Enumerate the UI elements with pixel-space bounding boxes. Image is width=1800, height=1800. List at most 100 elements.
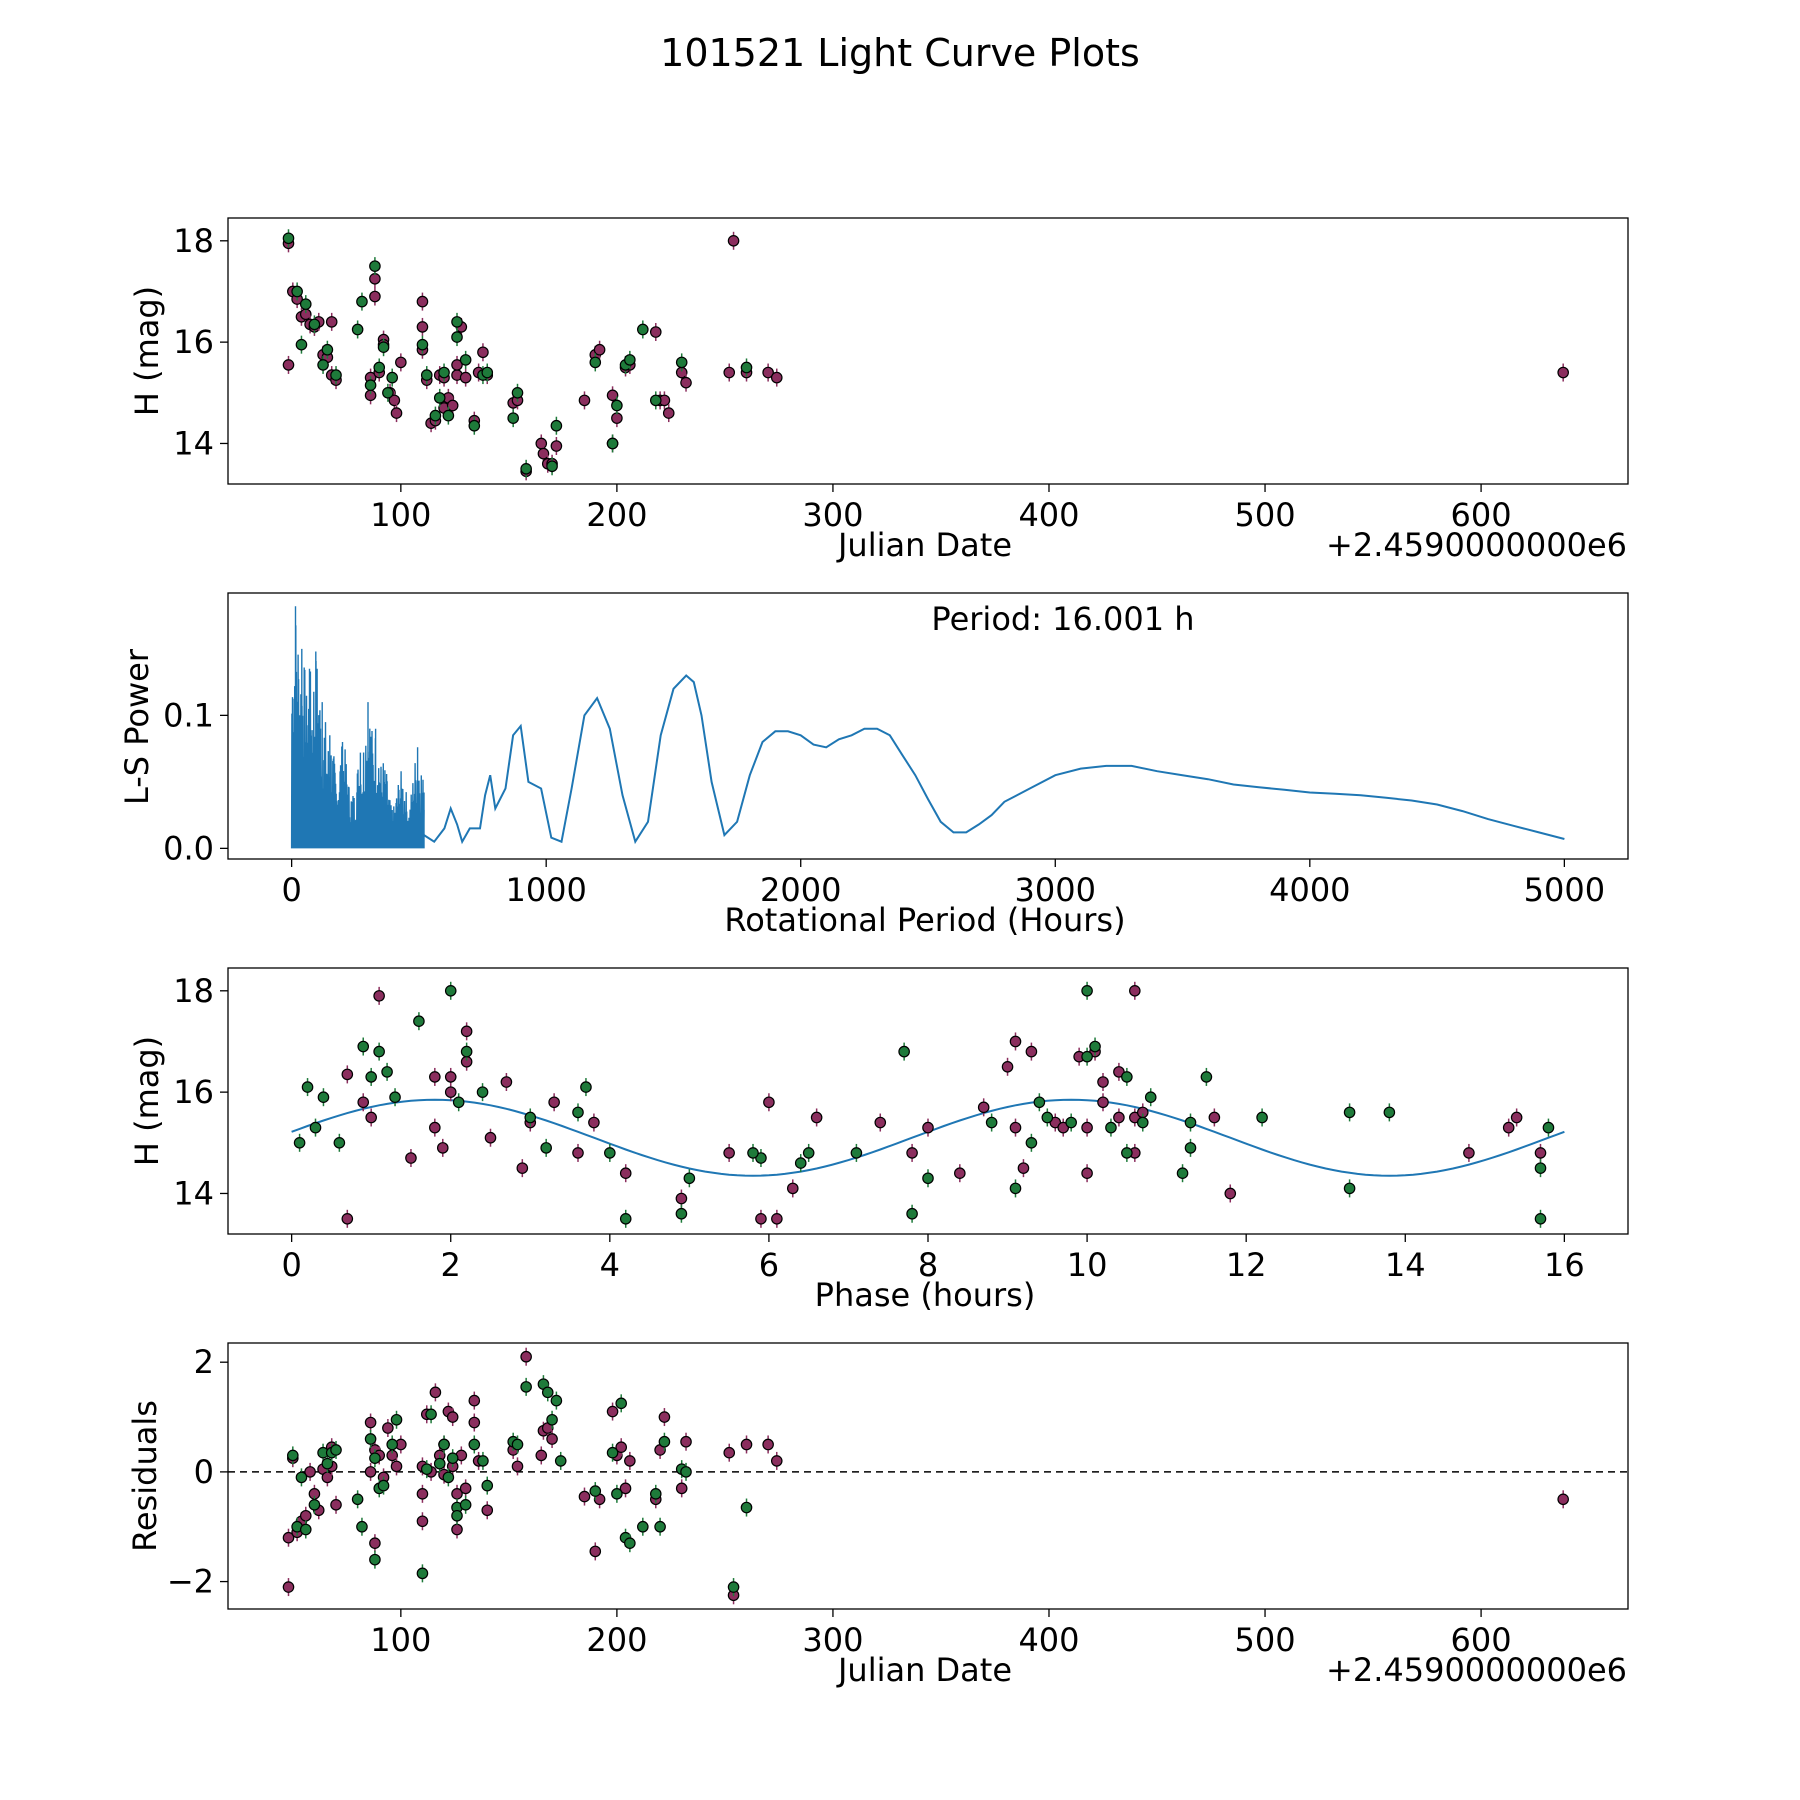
data-point-filter-a: [675, 1192, 688, 1205]
data-point-filter-a: [1557, 1493, 1569, 1506]
data-point-filter-b: [1121, 1071, 1133, 1083]
data-point-filter-a: [615, 1441, 628, 1454]
data-point-filter-b: [389, 1091, 401, 1103]
data-point-filter-a: [1557, 366, 1569, 379]
x-tick-label-h-vs-jd: 300: [802, 496, 863, 534]
data-point-filter-a: [606, 389, 619, 402]
data-point-filter-b: [416, 338, 429, 351]
data-point-filter-a: [416, 321, 429, 333]
data-point-filter-a: [680, 376, 692, 389]
data-point-filter-a: [954, 1167, 966, 1179]
data-point-filter-a: [578, 1490, 591, 1503]
data-point-filter-a: [680, 1435, 692, 1448]
data-point-filter-b: [459, 354, 472, 366]
data-point-filter-b: [1089, 1040, 1101, 1053]
data-point-filter-b: [330, 369, 342, 381]
y-tick-label-periodogram: 0.1: [163, 696, 214, 734]
data-point-filter-b: [794, 1157, 807, 1169]
data-point-filter-b: [308, 1498, 321, 1511]
data-point-filter-a: [369, 272, 381, 285]
data-point-filter-a: [550, 440, 563, 452]
data-point-filter-a: [382, 1422, 394, 1434]
x-tick-label-phase-fold: 6: [759, 1246, 779, 1284]
data-point-filter-a: [364, 1466, 377, 1478]
data-point-filter-b: [624, 354, 636, 366]
data-point-filter-b: [1176, 1167, 1189, 1179]
xlabel-residuals: Julian Date: [836, 1651, 1012, 1689]
plot-frame-phase-fold: [227, 967, 1629, 1235]
data-point-filter-b: [351, 323, 364, 336]
data-point-filter-b: [1184, 1142, 1197, 1154]
data-point-filter-b: [317, 359, 329, 371]
data-point-filter-a: [1081, 1167, 1093, 1179]
data-point-filter-a: [429, 1386, 442, 1399]
data-point-filter-a: [395, 356, 407, 369]
data-point-filter-a: [460, 1025, 473, 1038]
y-tick-label-residuals: −2: [167, 1563, 214, 1601]
data-point-filter-a: [723, 1446, 736, 1459]
x-tick-label-periodogram: 0: [281, 871, 301, 909]
y-tick-label-phase-fold: 18: [173, 972, 214, 1010]
data-point-filter-b: [446, 1452, 459, 1464]
x-tick-label-periodogram: 5000: [1524, 871, 1605, 909]
data-point-filter-a: [578, 394, 591, 407]
data-point-filter-b: [1256, 1111, 1268, 1124]
data-point-filter-a: [675, 1482, 688, 1495]
data-point-filter-a: [429, 1121, 441, 1134]
y-tick-label-h-vs-jd: 16: [173, 323, 214, 361]
data-point-filter-b: [850, 1147, 863, 1159]
x-tick-label-h-vs-jd: 600: [1451, 496, 1512, 534]
xlabel-h-vs-jd: Julian Date: [836, 526, 1012, 564]
data-point-filter-b: [413, 1015, 425, 1027]
data-point-filter-b: [382, 386, 394, 399]
x-tick-label-residuals: 400: [1018, 1621, 1079, 1659]
data-point-filter-a: [727, 235, 740, 247]
data-point-filter-b: [1343, 1182, 1356, 1195]
x-tick-label-residuals: 500: [1234, 1621, 1295, 1659]
panel-residuals: Julian Date +2.4590000000e6 Residuals 10…: [126, 1342, 1629, 1689]
data-point-filter-a: [357, 1096, 370, 1109]
data-point-filter-a: [1502, 1121, 1515, 1134]
data-point-filter-a: [786, 1182, 799, 1195]
data-point-filter-a: [388, 394, 401, 407]
data-point-filter-b: [377, 341, 390, 353]
data-point-filter-b: [308, 318, 321, 331]
data-point-filter-a: [446, 1411, 459, 1423]
data-point-filter-b: [604, 1147, 616, 1159]
data-point-filter-b: [540, 1142, 552, 1154]
panel-phase-fold: Phase (hours) H (mag) 0 2 4 6 8 10 12 14 16 14 16 1…: [128, 967, 1629, 1314]
data-point-filter-a: [468, 1394, 481, 1407]
y-tick-label-phase-fold: 14: [173, 1174, 214, 1212]
data-point-filter-a: [1081, 1121, 1093, 1134]
data-point-filter-a: [436, 1142, 449, 1154]
data-point-filter-a: [535, 1449, 548, 1462]
data-point-filter-b: [649, 1488, 662, 1500]
x-tick-label-h-vs-jd: 200: [586, 496, 647, 534]
data-point-filter-a: [516, 1162, 529, 1174]
data-point-filter-b: [802, 1147, 815, 1159]
data-point-filter-a: [444, 1086, 457, 1098]
data-point-filter-b: [390, 1413, 403, 1426]
y-tick-label-phase-fold: 16: [173, 1073, 214, 1111]
data-point-filter-b: [287, 1449, 299, 1462]
data-point-filter-b: [572, 1106, 584, 1119]
y-tick-label-periodogram: 0.0: [163, 829, 214, 867]
xlabel-phase-fold: Phase (hours): [815, 1276, 1036, 1314]
data-point-filter-b: [1136, 1116, 1149, 1129]
data-point-filter-a: [459, 1482, 472, 1495]
data-point-filter-a: [535, 437, 548, 450]
data-point-filter-b: [444, 984, 457, 997]
data-point-filter-b: [356, 295, 368, 308]
x-tick-label-h-vs-jd: 400: [1018, 496, 1079, 534]
x-tick-label-phase-fold: 0: [281, 1246, 301, 1284]
data-point-filter-b: [1033, 1096, 1046, 1109]
data-point-filter-a: [330, 1498, 342, 1511]
data-point-filter-b: [321, 343, 334, 356]
data-point-filter-b: [433, 392, 446, 404]
data-point-filter-b: [373, 1045, 385, 1058]
data-point-filter-b: [675, 356, 688, 369]
data-point-filter-a: [593, 343, 606, 356]
data-point-filter-a: [390, 407, 403, 419]
data-point-filter-b: [369, 260, 381, 272]
data-point-filter-b: [425, 1408, 437, 1421]
